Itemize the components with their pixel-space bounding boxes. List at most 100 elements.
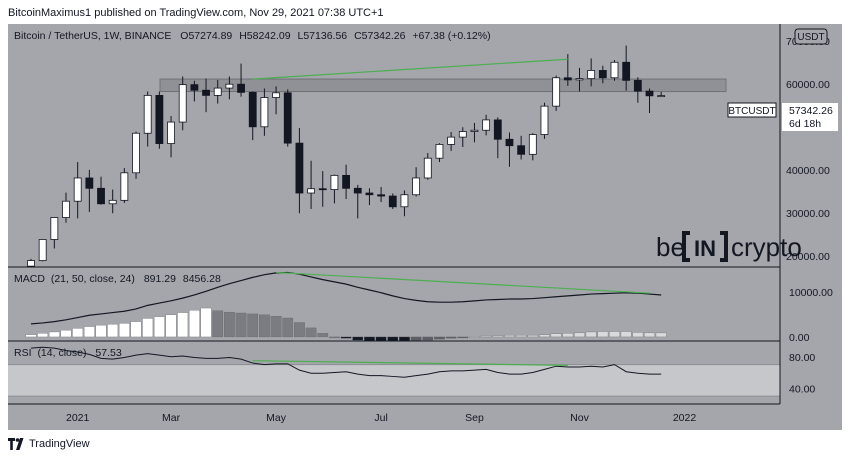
price-candle — [342, 164, 350, 200]
price-candle — [330, 174, 339, 204]
candle-body — [248, 91, 257, 128]
candle-body — [97, 187, 105, 205]
price-candle — [633, 77, 642, 103]
candle-body — [400, 194, 409, 208]
high-value: 58242.09 — [247, 30, 291, 42]
candle-body — [190, 84, 199, 91]
rsi-band-layer — [8, 364, 780, 397]
candle-body — [260, 97, 269, 128]
candle-body — [318, 188, 327, 191]
macd-histogram-bar — [154, 316, 165, 338]
candle-body — [517, 145, 526, 155]
candle-body — [213, 87, 222, 96]
macd-histogram-bar — [527, 334, 539, 338]
price-candle — [528, 133, 537, 161]
macd-histogram-bar — [119, 323, 130, 338]
macd-histogram-bar — [632, 332, 644, 338]
low-value: 57136.56 — [303, 30, 347, 42]
time-scale-background[interactable] — [8, 404, 842, 430]
price-tag-countdown: 6d 18h — [789, 118, 821, 130]
price-candle — [202, 78, 210, 113]
author-name[interactable]: BitcoinMaximus1 — [8, 7, 92, 19]
published-text: published on TradingView.com, Nov 29, 20… — [94, 7, 384, 19]
open-label: O — [180, 30, 188, 42]
time-axis-tick: 2022 — [673, 412, 697, 424]
price-candle — [412, 167, 421, 197]
footer-brand[interactable]: TradingView — [29, 438, 90, 450]
candle-body — [388, 195, 397, 208]
time-axis-tick: Mar — [162, 412, 181, 424]
macd-histogram-bar — [457, 336, 469, 339]
price-candle — [283, 89, 292, 147]
price-candle — [505, 132, 514, 167]
macd-histogram-bar — [60, 330, 72, 338]
symbol-legend[interactable]: Bitcoin / TetherUS, 1W, BINANCE O57274.8… — [14, 30, 491, 42]
macd-histogram-bar — [539, 334, 550, 338]
price-candle — [143, 91, 152, 147]
price-candle — [400, 190, 409, 217]
price-candle — [225, 76, 234, 100]
price-candle — [237, 63, 245, 97]
macd-axis-tick: 0.00 — [789, 332, 810, 344]
candle-body — [657, 95, 666, 98]
price-candle — [470, 122, 479, 143]
macd-histogram-bar — [37, 333, 49, 338]
macd-histogram-bar — [294, 322, 305, 338]
macd-axis-tick: 10000.00 — [789, 287, 833, 299]
price-pane-background[interactable] — [8, 24, 780, 267]
rsi-axis-tick: 80.00 — [789, 352, 815, 364]
candle-body — [62, 200, 70, 218]
currency-badge[interactable]: USDT — [794, 28, 828, 45]
candle-body — [120, 172, 129, 201]
rsi-legend[interactable]: RSI (14, close) 57.53 — [14, 347, 122, 359]
candle-body — [330, 174, 339, 190]
macd-histogram-bar — [515, 334, 527, 338]
candle-body — [342, 174, 350, 189]
macd-histogram-bar — [340, 336, 352, 339]
macd-histogram-bar — [84, 326, 95, 338]
change-value: +67.38 (+0.12%) — [412, 30, 490, 42]
macd-histogram-bar — [107, 324, 119, 338]
macd-histogram-bar — [410, 336, 422, 341]
price-axis-tick: 60000.00 — [786, 79, 830, 91]
close-label: C — [354, 30, 362, 42]
macd-histogram-bar — [235, 312, 247, 338]
price-candle — [493, 117, 502, 159]
watermark-in: IN — [694, 236, 716, 261]
price-candle — [447, 131, 456, 151]
price-candle — [365, 188, 374, 206]
publish-header: BitcoinMaximus1 published on TradingView… — [8, 7, 384, 19]
last-price-tag[interactable]: BTCUSDT 57342.26 6d 18h — [727, 102, 838, 131]
rsi-params: (14, close) — [37, 347, 86, 359]
macd-histogram-bar — [95, 325, 107, 338]
macd-histogram-bar — [504, 334, 515, 338]
price-candle — [540, 102, 549, 139]
price-candle — [575, 67, 584, 92]
macd-histogram-bar — [224, 311, 235, 338]
price-candle — [97, 176, 105, 205]
candle-body — [132, 132, 140, 174]
candle-body — [610, 61, 619, 79]
candle-body — [552, 77, 561, 107]
candle-body — [563, 77, 572, 81]
price-axis-tick: 40000.00 — [786, 165, 830, 177]
price-candle — [132, 131, 140, 179]
candle-body — [283, 92, 292, 144]
resistance-zone — [159, 78, 727, 93]
macd-trendline — [276, 271, 650, 294]
rsi-trendline — [252, 360, 568, 367]
macd-legend[interactable]: MACD (21, 50, close, 24) 891.29 8456.28 — [14, 273, 221, 285]
candle-body — [587, 70, 596, 80]
candle-body — [272, 92, 280, 98]
candle-body — [202, 89, 210, 96]
price-candle — [598, 65, 607, 84]
price-candle — [435, 143, 444, 163]
candle-body — [178, 84, 187, 123]
price-candle — [190, 80, 199, 102]
price-scale-background[interactable] — [780, 24, 842, 404]
price-candle — [260, 88, 269, 136]
price-candle — [517, 135, 526, 160]
price-candle — [108, 189, 117, 214]
candle-body — [38, 239, 47, 261]
